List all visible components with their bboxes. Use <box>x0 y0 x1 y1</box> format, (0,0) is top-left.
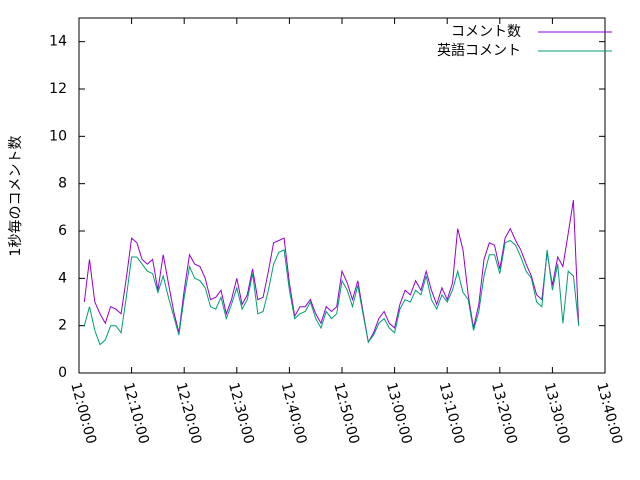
x-tick-label: 13:10:00 <box>435 381 467 446</box>
legend-label: コメント数 <box>451 24 521 40</box>
x-tick-label: 12:20:00 <box>172 381 204 446</box>
x-tick-label: 13:40:00 <box>593 381 625 446</box>
y-tick-label: 6 <box>58 223 67 239</box>
legend-label: 英語コメント <box>437 42 521 59</box>
y-tick-label: 8 <box>58 176 67 192</box>
x-tick-label: 13:00:00 <box>383 381 415 446</box>
y-tick-label: 2 <box>58 318 67 334</box>
plot-frame <box>78 17 606 374</box>
x-tick-label: 12:00:00 <box>67 381 99 446</box>
x-tick-label: 12:30:00 <box>225 381 257 446</box>
y-tick-label: 10 <box>49 128 67 144</box>
series-line <box>83 239 580 346</box>
x-tick-label: 12:50:00 <box>330 381 362 446</box>
x-tick-label: 12:40:00 <box>278 381 310 446</box>
y-tick-label: 0 <box>58 365 67 381</box>
x-tick-label: 12:10:00 <box>120 381 152 446</box>
y-tick-label: 4 <box>58 270 67 286</box>
y-tick-label: 14 <box>49 34 67 50</box>
y-axis-label: 1秒毎のコメント数 <box>8 136 24 257</box>
x-tick-label: 13:30:00 <box>541 381 573 446</box>
y-tick-label: 12 <box>49 81 67 97</box>
x-tick-label: 13:20:00 <box>488 381 520 446</box>
series-line <box>83 200 580 344</box>
